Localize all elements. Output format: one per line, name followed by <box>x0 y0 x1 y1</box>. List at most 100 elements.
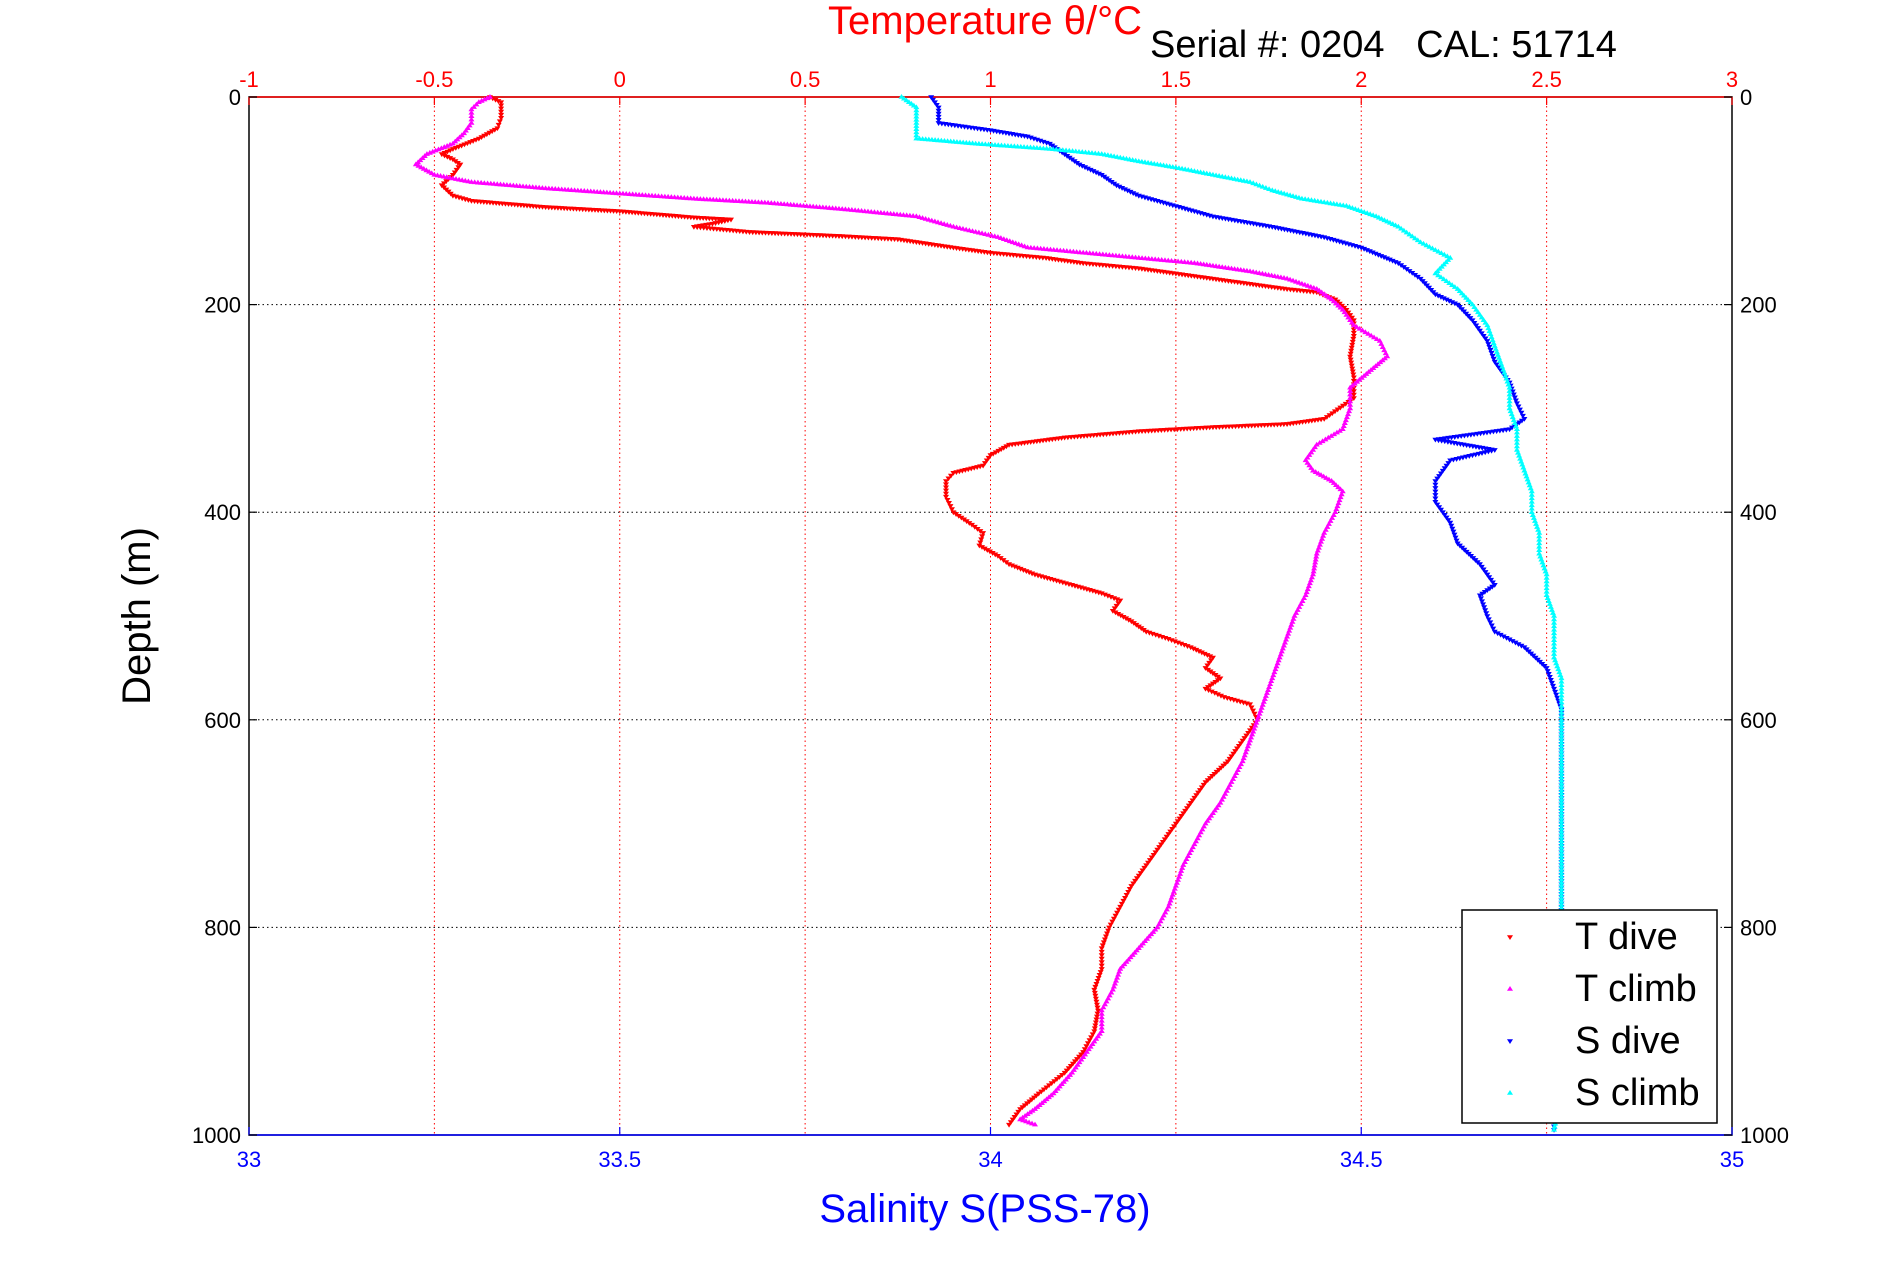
data-point <box>1441 251 1448 257</box>
data-point <box>1113 183 1120 189</box>
data-point <box>1116 968 1123 974</box>
data-point <box>1480 333 1487 339</box>
legend-marker <box>1507 986 1513 991</box>
data-point <box>1451 532 1458 538</box>
data-point <box>1311 562 1318 568</box>
data-point <box>1558 847 1565 853</box>
data-point <box>1111 980 1118 986</box>
data-point <box>1139 868 1146 874</box>
data-point <box>1558 790 1565 796</box>
data-point <box>1541 565 1548 571</box>
data-point <box>1117 598 1124 604</box>
data-point <box>1356 325 1363 331</box>
data-point <box>1543 666 1550 671</box>
data-point <box>1182 808 1189 814</box>
data-point <box>1329 411 1336 417</box>
data-point <box>1551 637 1558 643</box>
data-point <box>1506 384 1513 390</box>
data-point <box>1098 956 1105 962</box>
data-point <box>1518 643 1525 649</box>
data-point <box>1423 242 1430 248</box>
data-point <box>966 521 973 526</box>
data-point <box>1542 568 1549 574</box>
data-point <box>1469 318 1476 324</box>
data-point <box>1519 461 1526 467</box>
data-point <box>1485 342 1492 347</box>
data-point <box>1110 983 1117 989</box>
data-point <box>1483 611 1490 617</box>
data-point <box>1312 556 1319 562</box>
data-point <box>1558 841 1565 847</box>
data-point <box>1558 876 1565 882</box>
data-point <box>1551 640 1558 646</box>
data-point <box>1341 420 1348 426</box>
data-point <box>1476 328 1483 334</box>
data-point <box>1549 610 1556 615</box>
data-point <box>498 109 505 115</box>
data-point <box>1446 280 1453 285</box>
data-point <box>1440 296 1447 302</box>
data-point <box>1120 614 1127 620</box>
data-point <box>1260 699 1267 704</box>
data-point <box>1168 894 1175 900</box>
data-point <box>1435 248 1442 254</box>
data-point <box>1115 971 1122 977</box>
data-point <box>495 99 502 104</box>
data-point <box>1446 298 1453 304</box>
data-point <box>1558 678 1565 684</box>
data-point <box>1558 774 1565 780</box>
data-point <box>1497 632 1504 638</box>
data-point <box>1076 162 1083 168</box>
data-point <box>1322 436 1329 442</box>
data-point <box>1172 821 1179 827</box>
data-point <box>1443 278 1450 284</box>
data-point <box>978 537 985 543</box>
data-point <box>1558 889 1565 895</box>
data-point <box>1510 392 1517 398</box>
data-point <box>1444 253 1451 259</box>
data-point <box>1554 663 1561 669</box>
data-point <box>1145 860 1152 866</box>
data-point <box>1558 692 1565 698</box>
data-point <box>1509 389 1516 395</box>
data-point <box>1235 743 1242 749</box>
data-point <box>1101 592 1108 598</box>
data-point <box>1007 1120 1014 1126</box>
data-point <box>1333 429 1340 435</box>
data-point <box>1291 613 1298 618</box>
data-point <box>1015 1109 1022 1115</box>
data-point <box>1538 556 1545 562</box>
data-point <box>935 105 942 111</box>
series-t-climb <box>412 94 1391 1127</box>
data-point <box>1347 357 1354 363</box>
data-point <box>950 510 957 516</box>
data-point <box>470 104 477 109</box>
data-point <box>1256 182 1263 188</box>
data-point <box>1513 426 1520 431</box>
data-point <box>1558 828 1565 834</box>
data-point <box>1543 574 1550 580</box>
data-point <box>1109 609 1116 614</box>
data-point <box>1132 878 1139 884</box>
data-point <box>1440 276 1447 282</box>
data-point <box>1348 315 1355 321</box>
data-point <box>1501 369 1508 375</box>
data-point <box>1201 651 1208 657</box>
data-point <box>1500 366 1507 372</box>
legend-items: T dive T climb S dive S climb <box>1507 916 1700 1114</box>
data-point <box>1536 543 1543 549</box>
data-point <box>1323 415 1330 420</box>
data-point <box>1098 967 1105 972</box>
data-point <box>1452 535 1459 541</box>
data-point <box>1371 334 1378 340</box>
data-point <box>1558 879 1565 885</box>
data-point <box>943 485 950 491</box>
data-point <box>1172 882 1179 888</box>
data-point <box>1551 647 1558 653</box>
data-point <box>1449 300 1456 306</box>
data-point <box>1545 598 1552 603</box>
data-point <box>1494 631 1501 637</box>
data-point <box>1098 963 1105 969</box>
data-point <box>1117 965 1124 971</box>
data-point <box>1349 342 1356 348</box>
